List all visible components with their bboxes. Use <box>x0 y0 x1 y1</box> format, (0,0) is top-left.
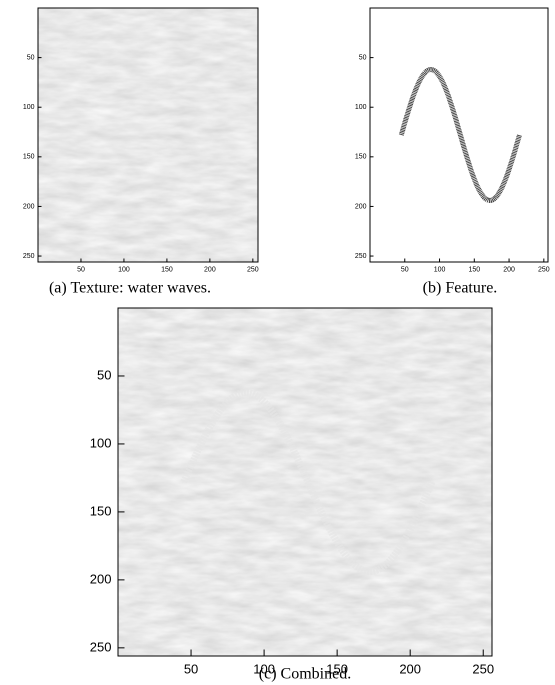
x-tick-label: 200 <box>399 662 421 677</box>
caption: (c) Combined. <box>259 666 351 683</box>
y-tick-label: 150 <box>23 154 35 161</box>
texture-image <box>118 308 492 656</box>
y-tick-label: 250 <box>355 253 367 260</box>
texture-image <box>38 8 258 262</box>
x-tick-label: 50 <box>184 662 198 677</box>
y-tick-label: 250 <box>90 639 112 654</box>
x-tick-label: 200 <box>204 267 216 274</box>
x-tick-label: 100 <box>434 267 446 274</box>
x-tick-label: 200 <box>503 267 515 274</box>
feature-curve <box>180 388 436 576</box>
y-tick-label: 100 <box>90 435 112 450</box>
caption: (b) Feature. <box>423 280 498 297</box>
y-tick-label: 50 <box>27 54 35 61</box>
x-tick-label: 250 <box>538 267 550 274</box>
y-tick-label: 150 <box>355 154 367 161</box>
y-tick-label: 200 <box>90 571 112 586</box>
y-tick-label: 50 <box>97 367 111 382</box>
panel: 50 100 150 200 250 50 100 150 200 250 (a) Texture:… <box>23 7 259 297</box>
panel: 50 100 150 200 250 50 100 150 200 250 (b) Feature. <box>355 7 550 297</box>
y-tick-label: 200 <box>23 203 35 210</box>
y-tick-label: 100 <box>23 104 35 111</box>
x-tick-label: 100 <box>118 267 130 274</box>
axes-box <box>369 7 549 263</box>
x-tick-label: 50 <box>77 267 85 274</box>
y-tick-label: 100 <box>355 104 367 111</box>
y-tick-label: 200 <box>355 203 367 210</box>
y-tick-label: 250 <box>23 253 35 260</box>
y-tick-label: 150 <box>90 503 112 518</box>
x-tick-label: 150 <box>468 267 480 274</box>
x-tick-label: 100 <box>253 662 275 677</box>
feature-curve <box>398 66 522 204</box>
x-tick-label: 150 <box>326 662 348 677</box>
panel: 50 100 150 200 250 50 100 150 200 250 (c) Combined… <box>90 307 494 683</box>
x-tick-label: 150 <box>161 267 173 274</box>
x-tick-label: 50 <box>401 267 409 274</box>
x-tick-label: 250 <box>472 662 494 677</box>
axes-box <box>37 7 259 263</box>
caption: (a) Texture: water waves. <box>49 280 211 297</box>
x-tick-label: 250 <box>247 267 259 274</box>
y-tick-label: 50 <box>359 54 367 61</box>
axes-box <box>117 307 493 657</box>
